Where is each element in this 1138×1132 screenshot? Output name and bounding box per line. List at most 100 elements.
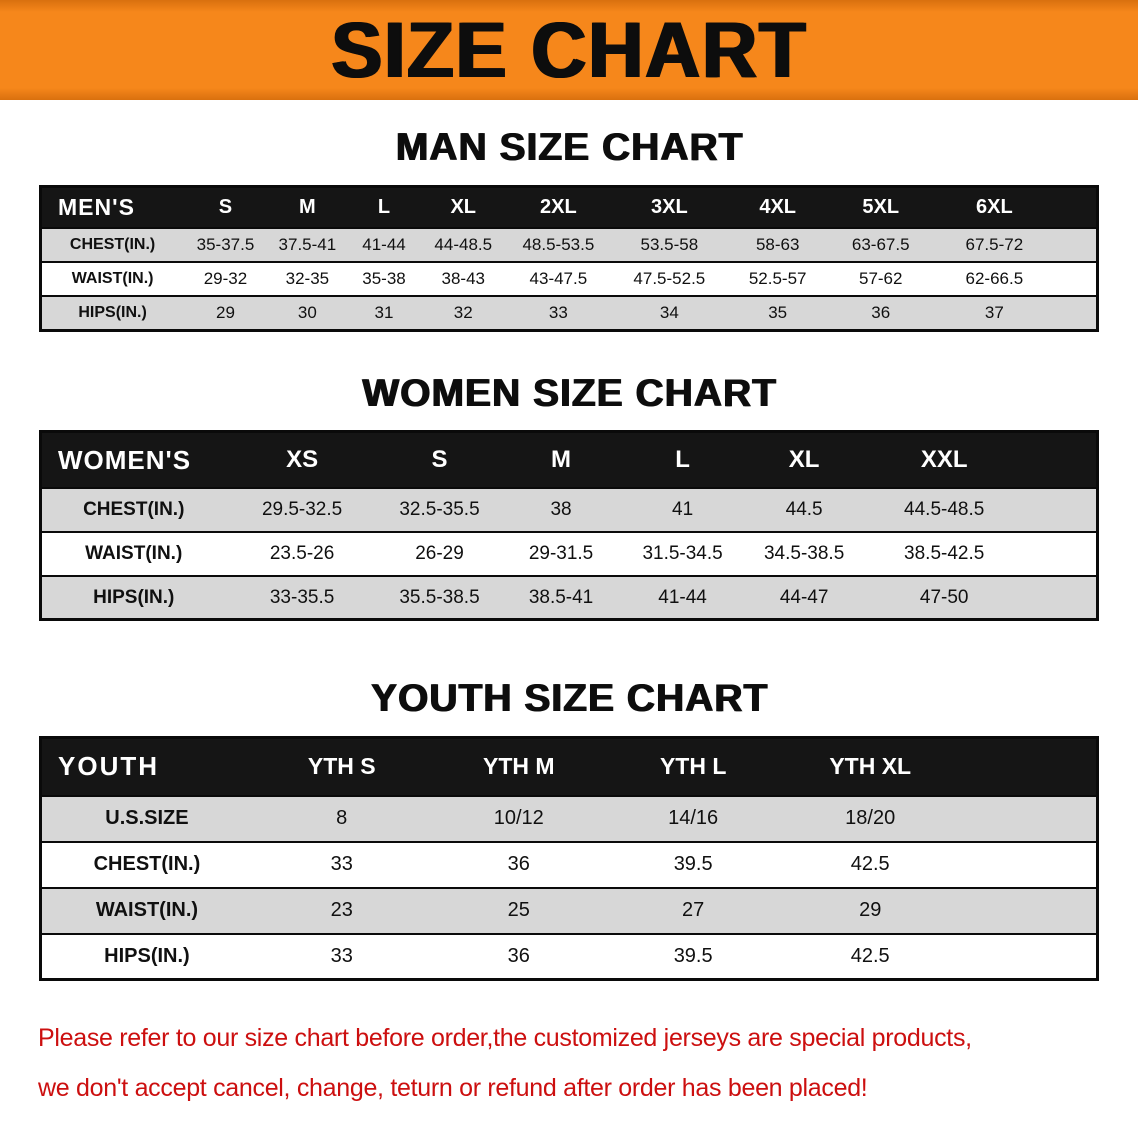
size-value-cell: 38 — [550, 498, 572, 520]
spacer-cell — [960, 888, 1097, 934]
row-label: WAIST(IN.) — [85, 542, 183, 564]
size-value-cell: 29-31.5 — [528, 542, 594, 564]
size-value-cell: 44-48.5 — [434, 235, 493, 255]
mens-section-heading: MAN SIZE CHART — [395, 126, 743, 169]
size-value-cell: 37 — [984, 302, 1004, 322]
size-value-cell: 33 — [548, 302, 568, 322]
size-value-cell: 27 — [682, 899, 705, 922]
spacer-cell — [960, 796, 1097, 842]
size-value-cell: 35 — [768, 302, 788, 322]
spacer-cell — [1055, 296, 1097, 330]
row-label: HIPS(IN.) — [78, 303, 147, 321]
table-row: WAIST(IN.) 23.5-26 26-29 29-31.5 31.5-34.5 34… — [40, 531, 1098, 576]
size-column-header: L — [621, 431, 744, 488]
size-value-cell: 33-35.5 — [269, 586, 335, 608]
size-value-cell: 36 — [871, 302, 891, 322]
size-value-cell: 48.5-53.5 — [522, 235, 595, 255]
womens-size-table: WOMEN'S XS S M L XL XXL CHEST(IN.) 29.5-32.5 32.5… — [39, 430, 1099, 622]
row-label: CHEST(IN.) — [93, 853, 201, 876]
size-value-cell: 33 — [330, 944, 353, 967]
size-value-cell: 29 — [859, 899, 882, 922]
size-value-cell: 38.5-41 — [528, 586, 594, 608]
size-value-cell: 25 — [507, 899, 530, 922]
size-value-cell: 53.5-58 — [640, 235, 699, 255]
row-label: HIPS(IN.) — [93, 586, 175, 608]
table-row: U.S.SIZE 8 10/12 14/16 18/20 — [40, 795, 1098, 842]
size-value-cell: 39.5 — [673, 853, 713, 876]
size-value-cell: 29-32 — [203, 269, 248, 289]
size-value-cell: 33 — [330, 853, 353, 876]
size-value-cell: 44.5 — [785, 498, 823, 520]
size-column-header: XL — [420, 186, 506, 229]
size-column-header: YTH XL — [780, 737, 961, 796]
spacer-cell — [1023, 532, 1097, 576]
spacer-cell — [1055, 228, 1097, 262]
womens-section-heading: WOMEN SIZE CHART — [361, 371, 777, 415]
size-value-cell: 44.5-48.5 — [904, 498, 985, 520]
spacer-cell — [960, 842, 1097, 888]
size-value-cell: 32-35 — [285, 269, 330, 289]
table-row: WAIST(IN.) 29-32 32-35 35-38 38-43 43-47.5 47.… — [40, 262, 1098, 297]
size-value-cell: 32.5-35.5 — [399, 498, 480, 520]
size-column-header: 6XL — [933, 186, 1056, 229]
size-value-cell: 36 — [507, 853, 530, 876]
size-column-header: XXL — [864, 431, 1024, 488]
size-column-header: 2XL — [505, 186, 612, 229]
row-label: U.S.SIZE — [105, 807, 189, 830]
size-value-cell: 10/12 — [493, 807, 544, 830]
size-column-header: M — [500, 431, 622, 488]
spacer-cell — [1055, 262, 1097, 296]
spacer-cell — [1023, 488, 1097, 532]
size-value-cell: 23.5-26 — [269, 542, 335, 564]
size-value-cell: 63-67.5 — [851, 235, 910, 255]
section-womens: WOMEN SIZE CHART WOMEN'S XS S M L XL XXL CHEST(… — [0, 372, 1138, 622]
size-value-cell: 35-38 — [362, 269, 406, 289]
size-value-cell: 43-47.5 — [529, 269, 588, 289]
mens-size-table: MEN'S S M L XL 2XL 3XL 4XL 5XL 6XL CHEST(IN.) 35-37… — [39, 184, 1099, 332]
size-value-cell: 36 — [507, 944, 530, 967]
size-value-cell: 30 — [297, 302, 317, 322]
size-value-cell: 42.5 — [850, 853, 890, 876]
size-column-header: 4XL — [727, 186, 828, 229]
size-value-cell: 35.5-38.5 — [399, 586, 480, 608]
size-column-header: XL — [743, 431, 865, 488]
size-column-header: M — [267, 186, 347, 229]
page-title: SIZE CHART — [331, 5, 807, 95]
size-value-cell: 38.5-42.5 — [904, 542, 985, 564]
size-value-cell: 41-44 — [658, 586, 707, 608]
size-value-cell: 41-44 — [362, 235, 406, 255]
size-value-cell: 38-43 — [441, 269, 485, 289]
table-title-cell: WOMEN'S — [40, 431, 226, 488]
table-row: HIPS(IN.) 33 36 39.5 42.5 — [40, 933, 1098, 980]
size-value-cell: 23 — [330, 899, 353, 922]
section-mens: MAN SIZE CHART MEN'S S M L XL 2XL 3XL 4XL 5XL 6XL… — [0, 126, 1138, 332]
spacer-cell — [1055, 186, 1098, 229]
table-header-row: MEN'S S M L XL 2XL 3XL 4XL 5XL 6XL — [40, 186, 1098, 229]
size-value-cell: 42.5 — [850, 944, 890, 967]
size-value-cell: 29 — [216, 302, 235, 322]
size-value-cell: 57-62 — [858, 269, 903, 289]
table-row: CHEST(IN.) 33 36 39.5 42.5 — [40, 841, 1098, 888]
table-title-cell: YOUTH — [40, 737, 252, 796]
row-label: WAIST(IN.) — [95, 899, 199, 922]
disclaimer-line-2: we don't accept cancel, change, teturn o… — [38, 1074, 868, 1103]
size-value-cell: 34 — [659, 302, 679, 322]
size-column-header: YTH S — [251, 737, 432, 796]
size-value-cell: 35-37.5 — [196, 235, 255, 255]
size-value-cell: 62-66.5 — [965, 269, 1024, 289]
size-value-cell: 58-63 — [755, 235, 800, 255]
table-row: WAIST(IN.) 23 25 27 29 — [40, 887, 1098, 934]
size-value-cell: 47.5-52.5 — [633, 269, 706, 289]
size-value-cell: 67.5-72 — [965, 235, 1024, 255]
size-value-cell: 31 — [374, 302, 394, 322]
size-column-header: 3XL — [611, 186, 728, 229]
spacer-cell — [960, 934, 1097, 980]
size-value-cell: 14/16 — [668, 807, 719, 830]
row-label: WAIST(IN.) — [71, 270, 154, 288]
size-value-cell: 44-47 — [779, 586, 829, 608]
size-column-header: XS — [225, 431, 379, 488]
size-column-header: 5XL — [827, 186, 934, 229]
size-chart-banner: SIZE CHART — [0, 0, 1138, 100]
size-column-header: YTH L — [605, 737, 781, 796]
